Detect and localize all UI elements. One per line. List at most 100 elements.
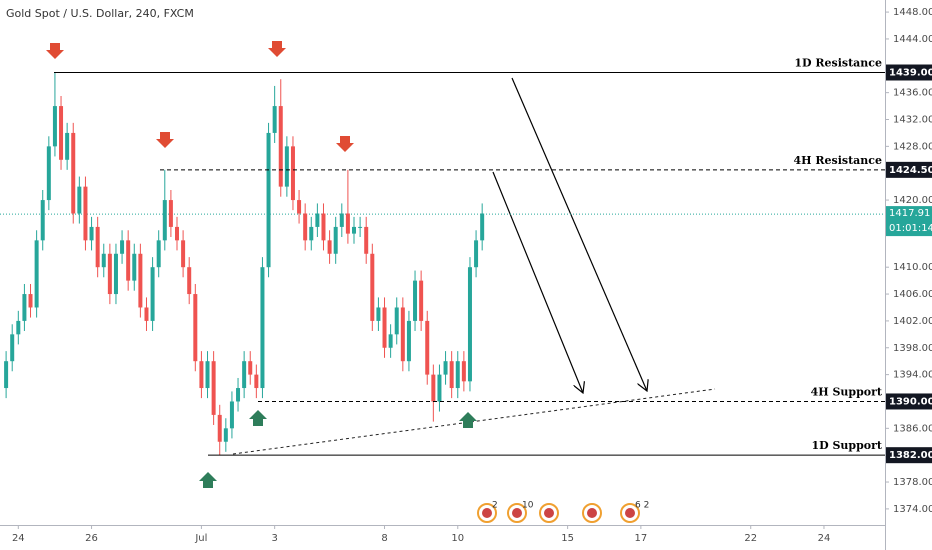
- down-arrow: [46, 43, 64, 59]
- candle-body: [370, 253, 375, 321]
- level-name: 4H Resistance: [794, 154, 882, 167]
- candle-body: [480, 213, 485, 241]
- y-tick-label: 1444.00: [893, 34, 932, 45]
- candle-body: [431, 374, 436, 402]
- event-count: 2: [492, 501, 498, 511]
- candle-body: [455, 361, 460, 389]
- event-count: 6 2: [635, 501, 649, 511]
- x-tick-label: 17: [634, 533, 647, 544]
- candle-body: [352, 226, 356, 234]
- candle-body: [144, 307, 149, 321]
- candle-body: [211, 361, 216, 415]
- candle-body: [315, 213, 320, 227]
- candle-body: [382, 307, 387, 348]
- candle-body: [16, 320, 21, 335]
- candle-body: [309, 226, 314, 241]
- y-tick-label: 1386.00: [893, 423, 932, 434]
- candle-body: [162, 200, 167, 241]
- candle-body: [266, 132, 271, 268]
- candle-body: [107, 253, 112, 295]
- y-tick-label: 1436.00: [893, 88, 932, 99]
- y-tick-label: 1398.00: [893, 343, 932, 354]
- y-tick-label: 1406.00: [893, 289, 932, 300]
- candle-body: [83, 186, 88, 241]
- candle-body: [364, 226, 369, 254]
- candle-body: [339, 213, 344, 227]
- y-tick-label: 1402.00: [893, 316, 932, 327]
- x-tick-label: 10: [451, 533, 464, 544]
- candle-body: [10, 334, 15, 362]
- candle-body: [101, 253, 106, 268]
- candle-body: [376, 307, 381, 321]
- down-arrow: [156, 132, 174, 148]
- candle-body: [181, 240, 186, 268]
- candle-body: [345, 213, 350, 234]
- candle-body: [113, 253, 118, 295]
- candle-body: [199, 361, 204, 389]
- candle-body: [28, 294, 33, 308]
- y-tick-label: 1374.00: [893, 504, 932, 515]
- x-tick-label: 26: [85, 533, 98, 544]
- candle-body: [236, 388, 241, 402]
- up-arrow: [249, 410, 267, 426]
- trough-markers: [199, 410, 477, 488]
- y-tick-label: 1448.00: [893, 7, 932, 18]
- down-arrow: [268, 41, 286, 57]
- y-tick-label: 1420.00: [893, 195, 932, 206]
- candle-body: [40, 200, 45, 241]
- candle-body: [126, 240, 131, 281]
- candle-body: [95, 226, 100, 268]
- x-tick-label: 24: [818, 533, 831, 544]
- candle-body: [474, 240, 479, 268]
- candle-body: [89, 226, 94, 241]
- candle-body: [120, 240, 125, 254]
- candle-body: [168, 200, 173, 227]
- candle-body: [175, 226, 179, 241]
- candle-body: [272, 106, 277, 133]
- candle-body: [333, 226, 338, 254]
- candle-body: [59, 106, 64, 160]
- countdown: 01:01:14: [889, 223, 932, 234]
- candle-body: [358, 226, 363, 228]
- candle-body: [413, 280, 418, 321]
- candle-body: [156, 240, 161, 268]
- candle-body: [150, 267, 155, 321]
- peak-markers: [46, 41, 354, 152]
- candle-body: [223, 428, 228, 442]
- candle-body: [52, 106, 57, 147]
- candle-body: [65, 132, 70, 160]
- level-price-box: [886, 64, 932, 81]
- y-tick-label: 1428.00: [893, 141, 932, 152]
- candle-body: [284, 146, 289, 187]
- level-name: 4H Support: [811, 385, 883, 398]
- y-tick-label: 1394.00: [893, 370, 932, 381]
- y-tick-label: 1410.00: [893, 262, 932, 273]
- event-flag: [512, 508, 522, 518]
- x-tick-label: 15: [561, 533, 574, 544]
- candle-body: [254, 374, 259, 389]
- candle-body: [187, 267, 192, 295]
- candle-body: [138, 253, 143, 308]
- candle-body: [46, 146, 51, 201]
- candle-body: [34, 240, 39, 308]
- level-price-box: [886, 161, 932, 178]
- candle-body: [303, 213, 308, 241]
- candle-body: [77, 186, 82, 214]
- event-count: 10: [522, 501, 534, 511]
- level-price-label: 1382.00: [889, 450, 932, 461]
- x-tick-label: Jul: [194, 533, 207, 544]
- candle-body: [242, 361, 247, 389]
- candle-body: [449, 361, 454, 389]
- candle-body: [260, 267, 265, 389]
- candle-body: [22, 294, 27, 321]
- last-price-label: 1417.91: [889, 208, 930, 219]
- candle-body: [205, 361, 210, 389]
- level-price-box: [886, 447, 932, 464]
- level-price-label: 1439.00: [889, 68, 932, 79]
- candle-body: [132, 253, 137, 281]
- candle-body: [327, 240, 332, 254]
- candle-body: [297, 200, 302, 214]
- y-tick-label: 1378.00: [893, 477, 932, 488]
- level-price-box: [886, 393, 932, 410]
